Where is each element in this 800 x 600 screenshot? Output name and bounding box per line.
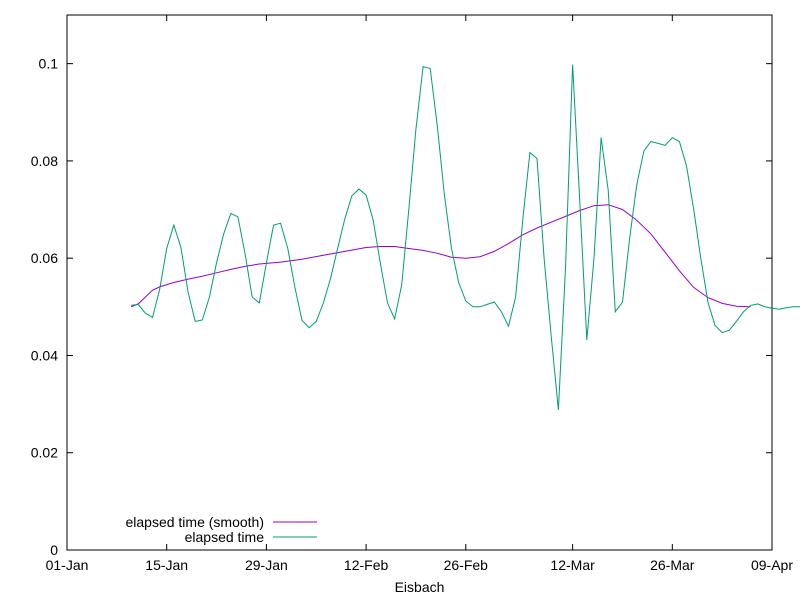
y-tick-label: 0.02 bbox=[31, 445, 58, 461]
y-tick-label: 0 bbox=[50, 542, 58, 558]
legend-label: elapsed time (smooth) bbox=[125, 514, 264, 530]
x-tick-label: 15-Jan bbox=[145, 557, 188, 573]
x-tick-label: 26-Mar bbox=[650, 557, 695, 573]
y-tick-label: 0.04 bbox=[31, 347, 58, 363]
legend: elapsed time (smooth)elapsed time bbox=[125, 514, 317, 545]
legend-label: elapsed time bbox=[185, 529, 265, 545]
y-tick-label: 0.08 bbox=[31, 153, 58, 169]
series-layer bbox=[130, 64, 800, 410]
x-axis-label: Eisbach bbox=[395, 579, 445, 595]
x-tick-label: 26-Feb bbox=[444, 557, 489, 573]
x-tick-label: 12-Feb bbox=[344, 557, 389, 573]
x-tick-label: 09-Apr bbox=[751, 557, 793, 573]
plot-frame bbox=[66, 14, 773, 551]
x-tick-label: 01-Jan bbox=[46, 557, 89, 573]
plot-border bbox=[66, 14, 773, 551]
x-tick-label: 29-Jan bbox=[245, 557, 288, 573]
y-tick-label: 0.06 bbox=[31, 250, 58, 266]
y-axis: 0 0.02 0.04 0.06 0.08 0.1 bbox=[31, 56, 772, 558]
series-line-1 bbox=[131, 64, 800, 410]
x-tick-label: 12-Mar bbox=[550, 557, 595, 573]
x-axis: 01-Jan 15-Jan 29-Jan 12-Feb 26-Feb 12-Mar 26-M… bbox=[46, 15, 793, 573]
y-tick-label: 0.1 bbox=[39, 56, 59, 72]
series-line-0 bbox=[130, 204, 751, 308]
